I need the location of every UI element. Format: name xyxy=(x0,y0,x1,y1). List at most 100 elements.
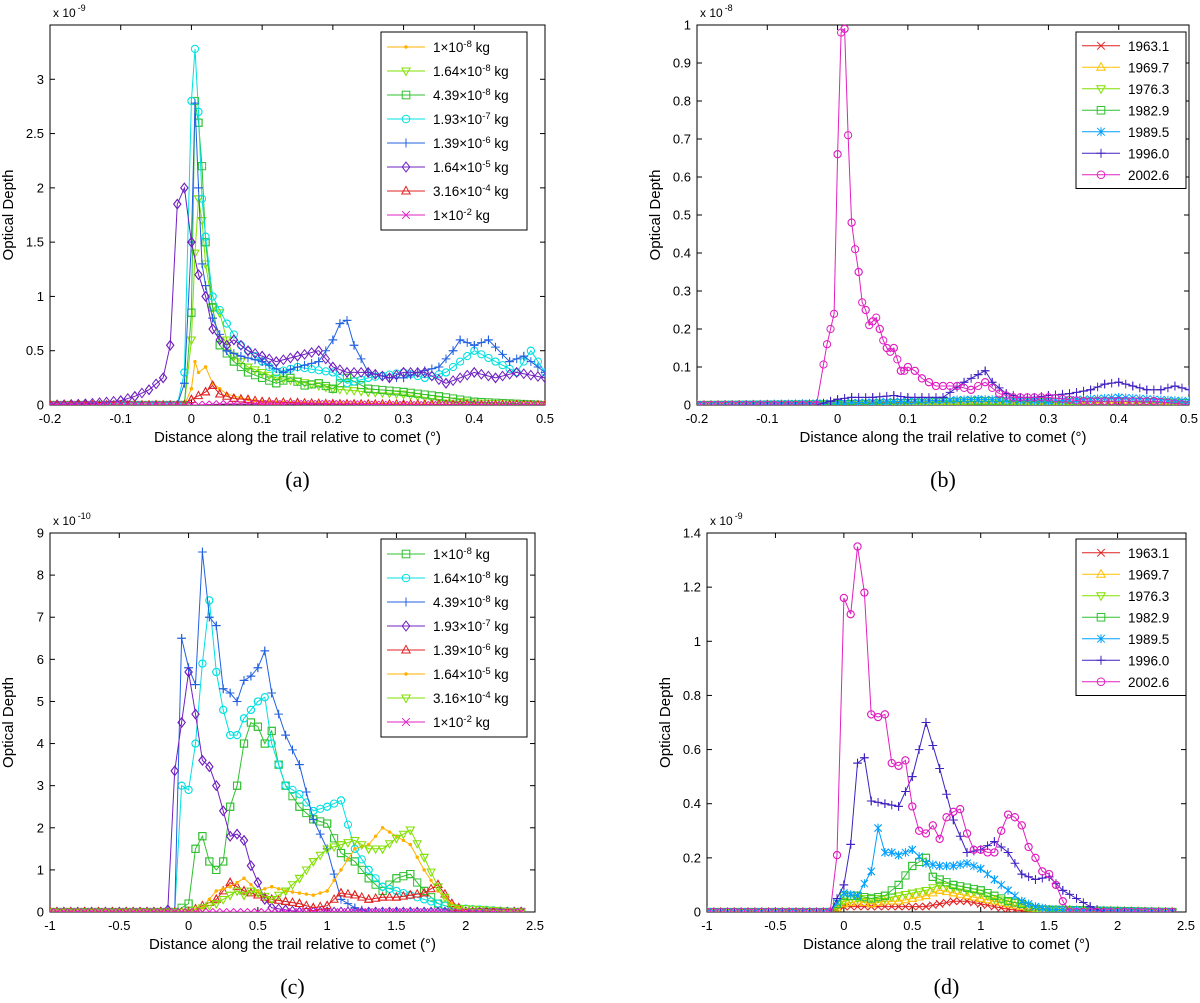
data-point xyxy=(981,395,990,404)
data-point xyxy=(158,372,168,384)
data-point xyxy=(484,353,493,363)
data-point xyxy=(156,906,166,912)
data-point xyxy=(225,891,235,901)
data-point xyxy=(526,357,536,366)
data-point xyxy=(994,383,1004,393)
data-point xyxy=(243,345,253,357)
data-point xyxy=(949,807,958,816)
data-point xyxy=(1099,907,1109,912)
data-point xyxy=(329,843,339,853)
data-point xyxy=(505,368,514,380)
legend-swatch-marker xyxy=(401,549,411,559)
data-point xyxy=(1141,906,1149,912)
legend-label: 1996.0 xyxy=(1128,146,1169,161)
data-point xyxy=(387,830,392,834)
data-point xyxy=(184,908,193,912)
data-point xyxy=(336,895,346,904)
data-point xyxy=(281,904,290,912)
data-point xyxy=(1128,401,1137,405)
data-point xyxy=(253,877,263,889)
data-point xyxy=(399,366,408,378)
data-point xyxy=(413,366,422,378)
data-point xyxy=(915,826,924,835)
data-point xyxy=(512,366,521,378)
data-point xyxy=(710,906,717,912)
data-point xyxy=(422,868,426,872)
data-point xyxy=(211,894,222,903)
data-point xyxy=(934,884,945,894)
series-line xyxy=(50,829,522,912)
data-point xyxy=(513,399,520,405)
data-point xyxy=(839,897,849,907)
data-point xyxy=(265,399,274,405)
data-point xyxy=(253,908,262,912)
data-point xyxy=(1162,906,1169,912)
data-point xyxy=(495,907,506,912)
data-point xyxy=(378,907,387,912)
data-point xyxy=(207,897,212,902)
legend-swatch-marker xyxy=(401,620,411,632)
data-point xyxy=(286,399,295,405)
data-point xyxy=(935,861,944,871)
data-point xyxy=(329,869,339,879)
data-point xyxy=(962,890,972,900)
legend-label: 1.64×10-5 kg xyxy=(433,159,509,176)
data-point xyxy=(123,400,133,405)
data-point xyxy=(974,381,983,391)
data-point xyxy=(901,848,910,857)
data-point xyxy=(315,851,326,861)
data-point xyxy=(1052,905,1060,912)
x-tick-label: 1 xyxy=(977,918,984,933)
data-point xyxy=(894,802,903,811)
data-point xyxy=(272,356,281,368)
data-point xyxy=(434,362,444,372)
data-point xyxy=(976,864,985,874)
data-point xyxy=(163,904,173,912)
data-point xyxy=(371,874,380,883)
data-point xyxy=(201,232,210,241)
data-point xyxy=(320,383,331,393)
y-multiplier-exponent: -9 xyxy=(78,3,86,13)
data-point xyxy=(969,846,979,856)
data-point xyxy=(924,378,934,387)
data-point xyxy=(343,906,353,912)
x-tick-label: 1 xyxy=(324,918,331,933)
data-point xyxy=(50,401,54,405)
data-point xyxy=(983,869,992,879)
y-tick-label: 3 xyxy=(37,72,44,87)
data-point xyxy=(1128,381,1138,391)
data-point xyxy=(52,400,62,405)
data-point xyxy=(1017,821,1026,830)
data-point xyxy=(194,400,203,405)
data-point xyxy=(258,399,267,405)
data-point xyxy=(880,799,890,809)
data-point xyxy=(974,394,983,404)
data-point xyxy=(771,907,780,912)
data-point xyxy=(805,907,814,912)
data-point xyxy=(178,906,185,912)
legend-item: 3.16×10-4 kg xyxy=(387,690,509,706)
data-point xyxy=(1038,903,1047,912)
data-point xyxy=(519,401,528,405)
data-point xyxy=(174,399,181,405)
data-point xyxy=(941,886,952,896)
data-point xyxy=(955,831,965,841)
data-point xyxy=(1058,905,1067,912)
legend-item: 1996.0 xyxy=(1082,146,1169,161)
legend-swatch-marker xyxy=(1096,127,1106,137)
data-point xyxy=(420,401,429,405)
data-point xyxy=(1100,379,1109,389)
data-point xyxy=(357,906,367,912)
data-point xyxy=(743,907,753,912)
data-point xyxy=(833,150,842,159)
data-point xyxy=(115,908,124,912)
data-point xyxy=(896,392,906,401)
x-tick-label: 0.2 xyxy=(969,411,987,426)
data-point xyxy=(489,908,498,912)
data-point xyxy=(1072,905,1081,912)
data-point xyxy=(1051,879,1061,888)
data-point xyxy=(540,372,545,384)
data-point xyxy=(371,908,380,912)
data-point xyxy=(874,823,883,833)
